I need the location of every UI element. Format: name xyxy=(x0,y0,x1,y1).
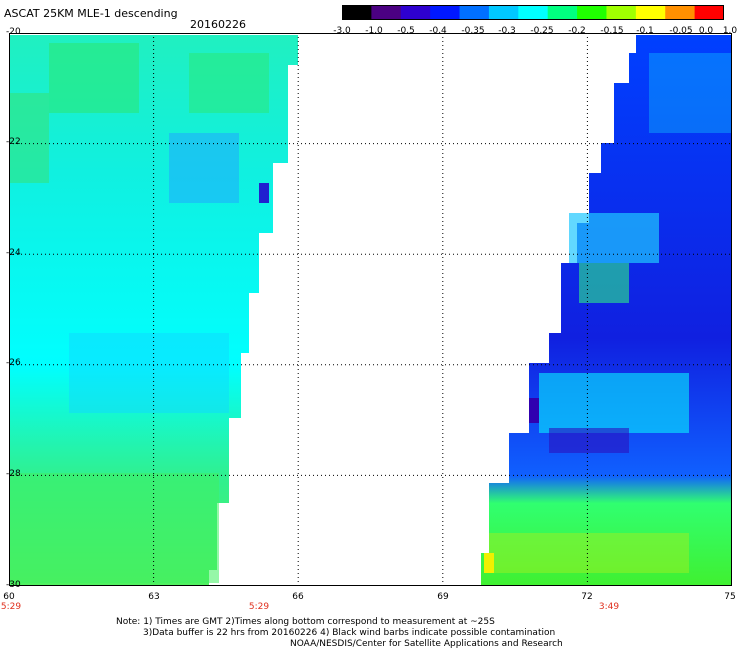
colorbar-segment xyxy=(665,5,696,20)
lat-label: -20 xyxy=(6,27,21,37)
colorbar-label: 1.0 xyxy=(722,26,738,36)
colorbar-label: 0.0 xyxy=(698,26,714,36)
colorbar-segment xyxy=(577,5,607,20)
lon-label: 75 xyxy=(724,592,736,602)
colorbar-label: -0.1 xyxy=(636,26,654,36)
note-line-1: Note: 1) Times are GMT 2)Times along bot… xyxy=(116,617,495,627)
colorbar-segment xyxy=(606,5,637,20)
colorbar-segment xyxy=(430,5,461,20)
swath-time: 5:29 xyxy=(248,602,270,612)
colorbar xyxy=(342,5,724,20)
map-plot-area xyxy=(9,33,732,586)
right-swath xyxy=(481,35,732,586)
lon-label: 72 xyxy=(581,592,593,602)
colorbar-labels: -3.0 -1.0 -0.5 -0.4 -0.35 -0.3 -0.25 -0.… xyxy=(326,26,740,38)
lat-label: -24 xyxy=(6,248,21,258)
lat-label: -22 xyxy=(6,137,21,147)
colorbar-segment xyxy=(518,5,549,20)
lon-label: 66 xyxy=(292,592,304,602)
colorbar-segment xyxy=(547,5,578,20)
colorbar-segment xyxy=(694,5,724,20)
colorbar-label: -0.3 xyxy=(498,26,516,36)
lon-label: 69 xyxy=(437,592,449,602)
colorbar-label: -0.25 xyxy=(530,26,554,36)
map-title: ASCAT 25KM MLE-1 descending xyxy=(4,7,178,20)
colorbar-label: -1.0 xyxy=(365,26,383,36)
colorbar-segment xyxy=(371,5,402,20)
colorbar-label: -0.15 xyxy=(600,26,624,36)
lon-label: 60 xyxy=(3,592,15,602)
colorbar-label: -0.05 xyxy=(669,26,693,36)
colorbar-segment xyxy=(400,5,431,20)
colorbar-label: -0.5 xyxy=(397,26,415,36)
lat-label: -26 xyxy=(6,358,21,368)
colorbar-segment xyxy=(459,5,490,20)
colorbar-label: -0.4 xyxy=(429,26,447,36)
left-swath xyxy=(9,35,298,586)
lon-label: 63 xyxy=(148,592,160,602)
map-grid xyxy=(9,33,732,586)
lat-label: -30 xyxy=(6,580,21,590)
note-line-3: NOAA/NESDIS/Center for Satellite Applica… xyxy=(290,639,563,649)
plot-frame xyxy=(9,33,732,586)
map-date: 20160226 xyxy=(190,18,246,31)
colorbar-label: -0.2 xyxy=(568,26,586,36)
swath-time: 5:29 xyxy=(0,602,22,612)
swath-time: 3:49 xyxy=(598,602,620,612)
colorbar-label: -0.35 xyxy=(461,26,485,36)
colorbar-segment xyxy=(488,5,519,20)
colorbar-label: -3.0 xyxy=(333,26,351,36)
colorbar-segment xyxy=(342,5,372,20)
colorbar-segment xyxy=(635,5,666,20)
note-line-2: 3)Data buffer is 22 hrs from 20160226 4)… xyxy=(143,628,556,638)
lat-label: -28 xyxy=(6,469,21,479)
